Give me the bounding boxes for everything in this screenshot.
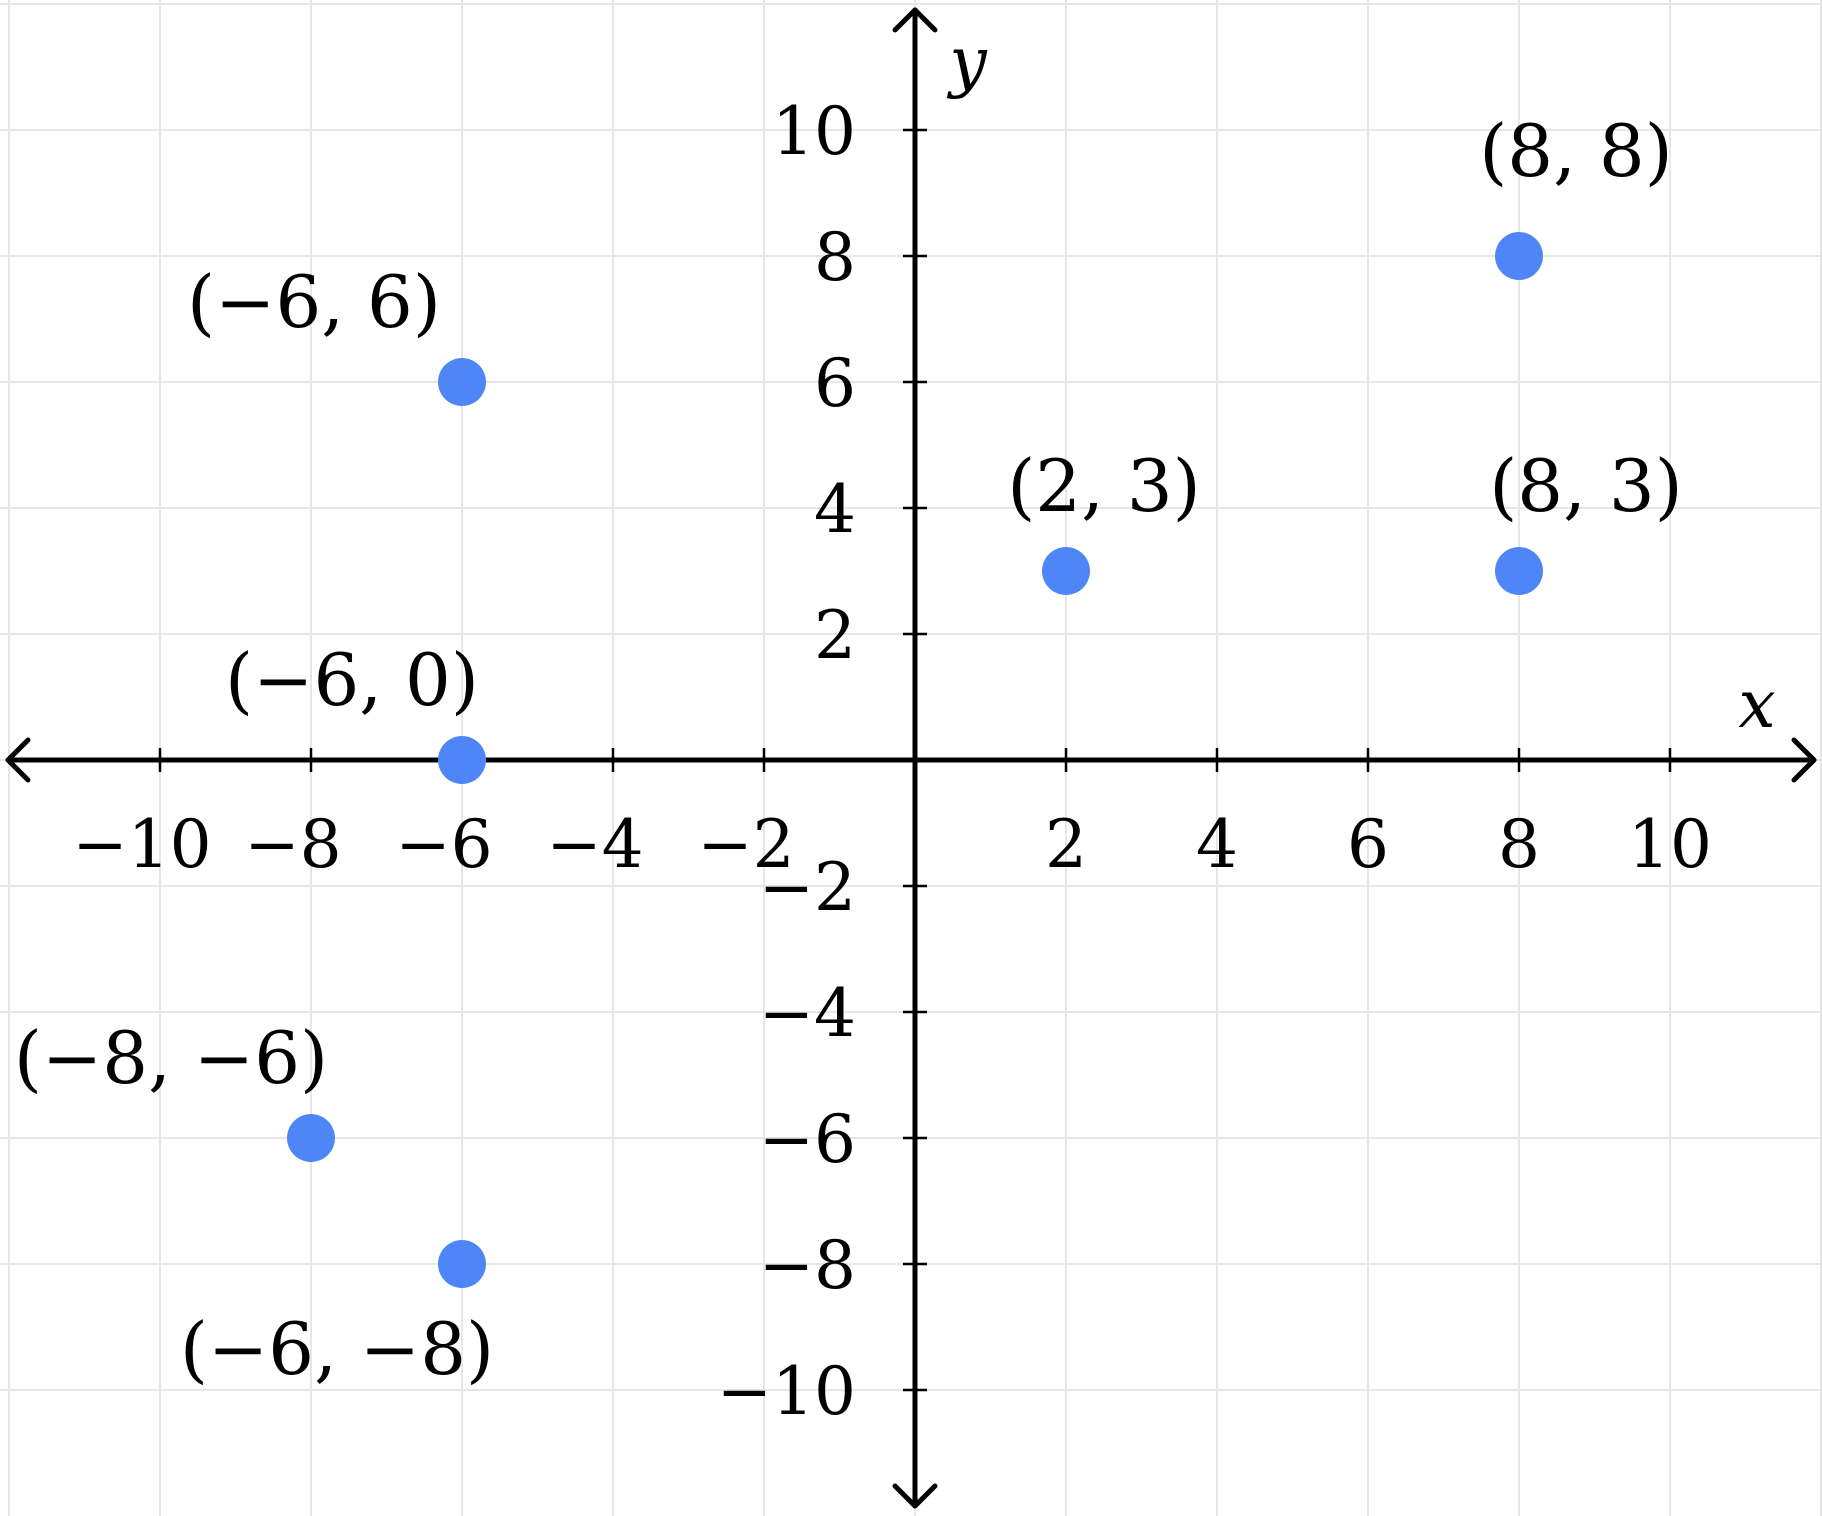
x-tick-label: 10 [1628, 806, 1712, 883]
y-tick-label: 6 [814, 345, 856, 422]
x-tick-label: −8 [244, 806, 341, 883]
x-tick-label: −2 [697, 806, 794, 883]
data-point [438, 1240, 486, 1288]
data-point-label: (8, 3) [1489, 444, 1683, 528]
data-point-label: (−6, 6) [187, 260, 441, 344]
y-tick-label: −10 [717, 1353, 856, 1430]
data-point [1042, 547, 1090, 595]
x-tick-label: −10 [72, 806, 211, 883]
y-axis-label: y [946, 23, 987, 100]
y-tick-label: 4 [814, 471, 856, 548]
x-tick-label: 2 [1045, 806, 1087, 883]
y-axis-arrow-top [892, 7, 938, 33]
axes: xy [5, 7, 1817, 1509]
y-tick-label: −4 [759, 975, 856, 1052]
x-tick-label: 8 [1498, 806, 1540, 883]
data-point [287, 1114, 335, 1162]
x-axis-label: x [1738, 666, 1775, 743]
y-tick-label: −8 [759, 1227, 856, 1304]
data-point-label: (8, 8) [1479, 109, 1673, 193]
y-axis-arrow-bottom [892, 1483, 938, 1509]
y-tick-label: 2 [814, 597, 856, 674]
x-tick-label: 4 [1196, 806, 1238, 883]
data-point [438, 736, 486, 784]
x-tick-label: −6 [395, 806, 492, 883]
x-axis-arrow-right [1791, 737, 1817, 783]
y-tick-label: −2 [759, 849, 856, 926]
points [287, 232, 1543, 1288]
x-tick-label: −4 [546, 806, 643, 883]
data-point-label: (−6, −8) [180, 1307, 494, 1391]
data-point [1495, 547, 1543, 595]
point-labels: (−6, 6) (−6, 0) (−8, −6) (−6, −8) (2, 3) (8, … [14, 109, 1683, 1391]
y-tick-label: 8 [814, 219, 856, 296]
y-tick-label: 10 [772, 93, 856, 170]
data-point [1495, 232, 1543, 280]
x-axis-arrow-left [5, 737, 31, 783]
data-point [438, 358, 486, 406]
ticks: −10 −8 −6 −4 −2 2 4 6 8 10 −10 −8 −6 −4 −2 2 4 6 8 10 [72, 93, 1712, 1430]
y-tick-label: −6 [759, 1101, 856, 1178]
data-point-label: (−8, −6) [14, 1016, 328, 1100]
data-point-label: (−6, 0) [225, 638, 479, 722]
x-tick-label: 6 [1347, 806, 1389, 883]
data-point-label: (2, 3) [1007, 444, 1201, 528]
